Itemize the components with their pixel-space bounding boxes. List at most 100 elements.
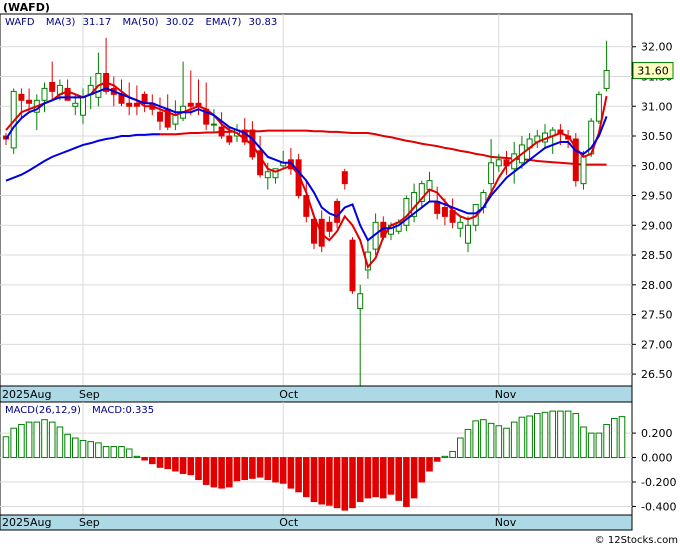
candle-body xyxy=(18,93,25,101)
candle-body xyxy=(311,218,317,244)
candle-body xyxy=(172,114,179,125)
macd-bar xyxy=(118,446,125,459)
price-tick-label: 26.50 xyxy=(641,368,673,381)
macd-bar xyxy=(202,457,210,485)
macd-bar xyxy=(441,455,449,459)
macd-bar xyxy=(372,457,379,498)
macd-bar xyxy=(179,457,187,474)
macd-bar xyxy=(549,410,557,459)
svg-text:WAFD MA(3) 31.17: WAFD MA(3) 31.17 MA(50) 30.02 EMA(7) 30.… xyxy=(5,17,277,28)
macd-bar xyxy=(572,413,580,459)
macd-bar xyxy=(233,457,241,482)
macd-bar xyxy=(303,457,310,498)
macd-bar xyxy=(226,457,233,488)
ma3-line xyxy=(5,81,608,270)
candle-body xyxy=(580,156,587,185)
candle-body xyxy=(41,87,48,101)
macd-bar xyxy=(457,437,464,459)
macd-bar xyxy=(172,457,179,472)
candle-body xyxy=(488,162,495,185)
legend-ma3-value: 31.17 xyxy=(83,17,112,28)
macd-bar xyxy=(464,428,472,459)
candle-body xyxy=(187,102,194,107)
macd-bar xyxy=(487,422,495,459)
macd-tick-label: 0.200 xyxy=(641,427,673,440)
macd-bar xyxy=(64,433,71,459)
price-tick-label: 30.00 xyxy=(641,160,673,173)
ma50-line-early xyxy=(5,133,160,182)
macd-bar xyxy=(364,457,372,499)
macd-x-tick-label: Oct xyxy=(279,516,299,529)
macd-tick-label: -0.400 xyxy=(641,500,676,513)
candle-body xyxy=(603,70,610,89)
credit-text: © 12Stocks.com xyxy=(595,535,678,546)
last-price-label: 31.60 xyxy=(637,65,669,78)
candle-body xyxy=(157,111,163,122)
candle-body xyxy=(72,102,79,107)
macd-bar xyxy=(318,457,325,505)
candle-body xyxy=(418,183,425,202)
legend-ema7-value: 30.83 xyxy=(249,17,278,28)
candle-body xyxy=(272,168,279,179)
macd-bar xyxy=(218,457,225,489)
macd-bar xyxy=(480,419,487,459)
ema7-line xyxy=(5,87,608,242)
macd-bar xyxy=(618,416,626,459)
macd-bar xyxy=(10,427,17,459)
candle-body xyxy=(595,93,602,122)
candle-body xyxy=(257,150,264,176)
price-x-tick-label: Sep xyxy=(79,388,100,401)
macd-bar xyxy=(341,457,349,511)
macd-bar xyxy=(125,448,133,459)
candle-body xyxy=(264,171,271,179)
macd-y-axis: 0.200 0.000 -0.200 -0.400 xyxy=(632,427,676,513)
candle-body xyxy=(26,99,33,104)
last-price-tag: 31.60 xyxy=(632,62,674,80)
chart-title: (WAFD) xyxy=(3,1,50,14)
macd-bar xyxy=(241,457,248,481)
price-panel-frame xyxy=(0,13,633,403)
macd-bar xyxy=(79,439,87,459)
macd-bar xyxy=(249,457,256,479)
candle-body xyxy=(226,135,233,143)
macd-bar xyxy=(495,425,503,459)
price-tick-label: 27.00 xyxy=(641,338,673,351)
macd-tick-label: 0.000 xyxy=(641,452,673,465)
macd-bar xyxy=(349,457,356,509)
macd-bar xyxy=(287,457,295,489)
macd-x-tick-label: Sep xyxy=(79,516,100,529)
candle-body xyxy=(210,123,217,126)
macd-bar xyxy=(557,410,564,459)
macd-bar xyxy=(2,436,10,459)
macd-bar xyxy=(95,442,102,459)
legend-ma50-value: 30.02 xyxy=(166,17,195,28)
macd-bar xyxy=(510,421,518,459)
macd-bar xyxy=(403,457,410,507)
macd-bar xyxy=(48,421,56,459)
price-tick-label: 29.00 xyxy=(641,219,673,232)
macd-bar xyxy=(110,446,118,459)
macd-bar xyxy=(102,446,110,459)
macd-bar xyxy=(518,416,526,459)
price-x-tick-label: Nov xyxy=(495,388,517,401)
candle-body xyxy=(357,293,364,310)
macd-x-axis-bar xyxy=(0,514,633,531)
macd-bar xyxy=(18,424,25,459)
legend-ma50-label: MA(50) xyxy=(122,17,158,28)
candle-body xyxy=(465,224,471,244)
macd-bar xyxy=(603,424,610,459)
macd-bar xyxy=(72,437,79,459)
macd-bar xyxy=(503,427,510,459)
macd-title: MACD(26,12,9) xyxy=(5,405,81,416)
macd-bar xyxy=(326,457,333,506)
macd-tick-label: -0.200 xyxy=(641,476,676,489)
macd-bar xyxy=(187,457,195,476)
macd-bar xyxy=(587,432,595,459)
macd-x-tick-label: Nov xyxy=(495,516,517,529)
candle-body xyxy=(80,96,86,116)
macd-bar xyxy=(87,441,95,459)
macd-bar xyxy=(256,457,264,478)
candle-body xyxy=(403,198,410,226)
macd-bar xyxy=(449,450,456,459)
macd-bar xyxy=(195,457,202,481)
